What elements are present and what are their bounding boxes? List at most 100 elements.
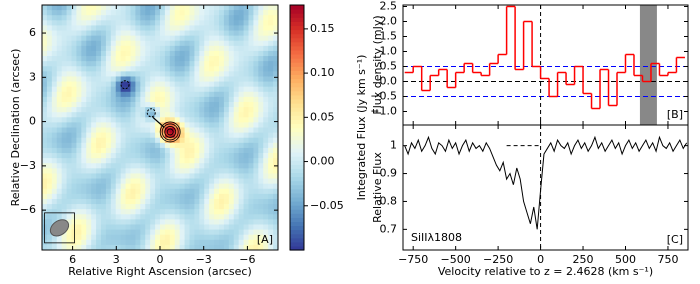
map-cell <box>91 122 97 129</box>
map-cell <box>110 204 117 210</box>
map-cell <box>125 234 132 241</box>
map-cell <box>96 214 102 220</box>
map-cell <box>263 127 269 134</box>
map-cell <box>86 153 92 159</box>
map-cell <box>86 193 92 200</box>
map-cell <box>140 219 146 226</box>
y-tick-label: 0.7 <box>380 222 398 235</box>
map-cell <box>81 107 87 113</box>
map-cell <box>253 81 259 88</box>
map-cell <box>273 224 278 231</box>
map-cell <box>56 188 63 195</box>
map-cell <box>96 193 102 200</box>
map-cell <box>120 10 127 16</box>
map-cell <box>263 86 269 93</box>
map-cell <box>150 96 156 103</box>
map-cell <box>91 5 97 11</box>
map-cell <box>189 66 196 72</box>
map-cell <box>120 147 127 154</box>
map-cell <box>184 204 191 210</box>
map-cell <box>248 127 255 134</box>
map-cell <box>253 20 259 27</box>
map-cell <box>219 117 225 123</box>
map-cell <box>169 229 176 236</box>
map-cell <box>56 76 63 83</box>
map-cell <box>223 20 230 27</box>
map-cell <box>115 188 122 195</box>
map-cell <box>115 147 122 154</box>
map-cell <box>248 173 255 180</box>
map-cell <box>219 188 225 195</box>
map-cell <box>179 30 186 37</box>
map-cell <box>46 122 53 129</box>
map-cell <box>228 107 235 113</box>
map-cell <box>46 15 53 21</box>
map-cell <box>66 234 73 241</box>
map-cell <box>263 56 269 62</box>
map-cell <box>66 137 73 144</box>
map-cell <box>273 239 278 246</box>
map-cell <box>61 71 68 78</box>
map-cell <box>189 234 196 241</box>
colorbar-cell <box>290 107 304 112</box>
map-cell <box>140 173 146 180</box>
map-cell <box>66 91 73 98</box>
map-cell <box>76 112 82 118</box>
map-cell <box>228 30 235 37</box>
map-cell <box>155 209 161 215</box>
map-cell <box>135 147 141 154</box>
map-cell <box>194 239 200 246</box>
map-cell <box>120 71 127 78</box>
x-tick-label: 0 <box>157 253 164 266</box>
map-cell <box>214 25 220 32</box>
map-cell <box>110 234 117 241</box>
map-cell <box>214 45 220 52</box>
map-cell <box>105 66 112 72</box>
map-cell <box>273 5 278 11</box>
map-cell <box>140 163 146 169</box>
map-cell <box>81 183 87 190</box>
map-cell <box>42 5 48 11</box>
map-cell <box>155 30 161 37</box>
map-cell <box>130 10 137 16</box>
map-cell <box>66 173 73 180</box>
map-cell <box>150 40 156 47</box>
map-cell <box>214 101 220 108</box>
map-cell <box>76 204 82 210</box>
colorbar-cell <box>290 131 304 137</box>
map-cell <box>46 147 53 154</box>
map-cell <box>160 224 166 231</box>
map-cell <box>238 35 245 42</box>
map-cell <box>42 168 48 175</box>
map-cell <box>184 76 191 83</box>
map-cell <box>164 20 171 27</box>
map-cell <box>248 107 255 113</box>
map-cell <box>42 61 48 67</box>
map-cell <box>199 86 205 93</box>
map-cell <box>204 188 210 195</box>
map-cell <box>71 142 78 149</box>
map-cell <box>174 137 181 144</box>
map-cell <box>238 10 245 16</box>
map-cell <box>66 56 73 62</box>
map-cell <box>61 30 68 37</box>
map-cell <box>233 153 240 159</box>
map-cell <box>179 122 186 129</box>
map-cell <box>71 147 78 154</box>
map-cell <box>125 183 132 190</box>
x-tick-label: 6 <box>69 253 76 266</box>
map-cell <box>214 153 220 159</box>
map-cell <box>42 142 48 149</box>
map-cell <box>145 209 151 215</box>
map-cell <box>66 61 73 67</box>
map-cell <box>243 25 250 32</box>
map-cell <box>248 117 255 123</box>
map-cell <box>46 81 53 88</box>
map-cell <box>110 25 117 32</box>
map-cell <box>169 112 176 118</box>
map-cell <box>233 40 240 47</box>
map-cell <box>169 101 176 108</box>
map-cell <box>101 163 107 169</box>
map-cell <box>223 107 230 113</box>
